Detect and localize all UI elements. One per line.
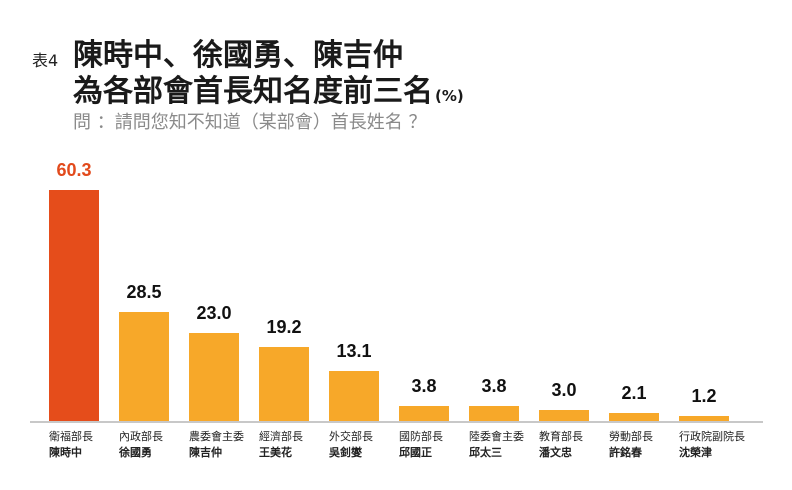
category-label: 外交部長 吳釗燮 xyxy=(329,429,409,461)
category-role: 內政部長 xyxy=(119,430,163,443)
category-name: 邱國正 xyxy=(399,446,432,459)
value-label: 23.0 xyxy=(196,303,232,323)
category-role: 經濟部長 xyxy=(259,430,303,443)
bar-4 xyxy=(259,347,309,421)
category-role: 衛福部長 xyxy=(49,430,93,443)
bar-1 xyxy=(49,190,99,421)
value-label: 3.0 xyxy=(551,380,577,400)
category-name: 陳時中 xyxy=(49,446,82,459)
value-label: 19.2 xyxy=(266,317,302,337)
category-label: 經濟部長 王美花 xyxy=(259,429,339,461)
category-role: 外交部長 xyxy=(329,430,373,443)
category-label: 衛福部長 陳時中 xyxy=(49,429,129,461)
category-role: 教育部長 xyxy=(539,430,583,443)
value-label: 60.3 xyxy=(56,160,92,180)
category-role: 農委會主委 xyxy=(189,430,244,443)
value-label: 13.1 xyxy=(336,341,372,361)
value-label: 3.8 xyxy=(481,376,507,396)
category-name: 王美花 xyxy=(259,446,292,459)
category-role: 陸委會主委 xyxy=(469,430,524,443)
category-name: 吳釗燮 xyxy=(329,446,362,459)
category-role: 行政院副院長 xyxy=(679,430,745,443)
category-label: 陸委會主委 邱太三 xyxy=(469,429,549,461)
chart-title-line1: 陳時中、徐國勇、陳吉仲 xyxy=(73,38,403,73)
category-label: 農委會主委 陳吉仲 xyxy=(189,429,269,461)
chart-title-line2-text: 為各部會首長知名度前三名 xyxy=(73,74,433,109)
bar-2 xyxy=(119,312,169,421)
value-label: 3.8 xyxy=(411,376,437,396)
category-role: 國防部長 xyxy=(399,430,443,443)
bar-5 xyxy=(329,371,379,421)
category-name: 徐國勇 xyxy=(119,446,152,459)
bar-10 xyxy=(679,416,729,421)
category-name: 沈榮津 xyxy=(679,446,712,459)
category-name: 陳吉仲 xyxy=(189,446,222,459)
category-name: 許銘春 xyxy=(609,446,642,459)
x-axis-line xyxy=(30,421,763,423)
bar-3 xyxy=(189,333,239,421)
category-label: 行政院副院長 沈榮津 xyxy=(679,429,759,461)
category-label: 內政部長 徐國勇 xyxy=(119,429,199,461)
category-name: 潘文忠 xyxy=(539,446,572,459)
value-label: 1.2 xyxy=(691,386,717,406)
category-label: 教育部長 潘文忠 xyxy=(539,429,619,461)
category-role: 勞動部長 xyxy=(609,430,653,443)
bar-7 xyxy=(469,406,519,421)
unit-label: (%) xyxy=(435,87,464,105)
category-label: 勞動部長 許銘春 xyxy=(609,429,689,461)
chart-title-line2: 為各部會首長知名度前三名 (%) xyxy=(73,66,464,110)
category-label: 國防部長 邱國正 xyxy=(399,429,479,461)
value-label: 2.1 xyxy=(621,383,647,403)
table-number: 表4 xyxy=(32,51,59,70)
bar-8 xyxy=(539,410,589,421)
category-name: 邱太三 xyxy=(469,446,502,459)
chart-subtitle: 問 ：請問您知不知道（某部會）首長姓名 ？ xyxy=(73,112,427,133)
bar-6 xyxy=(399,406,449,421)
value-label: 28.5 xyxy=(126,282,162,302)
bar-9 xyxy=(609,413,659,421)
